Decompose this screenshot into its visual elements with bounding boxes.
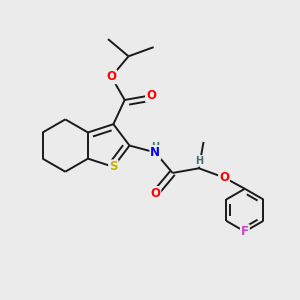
Text: S: S [109, 160, 118, 173]
Text: O: O [150, 187, 160, 200]
Text: F: F [241, 225, 249, 238]
Text: O: O [146, 89, 156, 102]
Text: H: H [195, 156, 203, 166]
Text: O: O [219, 171, 229, 184]
Text: O: O [106, 70, 116, 83]
Text: H: H [151, 142, 159, 152]
Text: N: N [150, 146, 160, 159]
